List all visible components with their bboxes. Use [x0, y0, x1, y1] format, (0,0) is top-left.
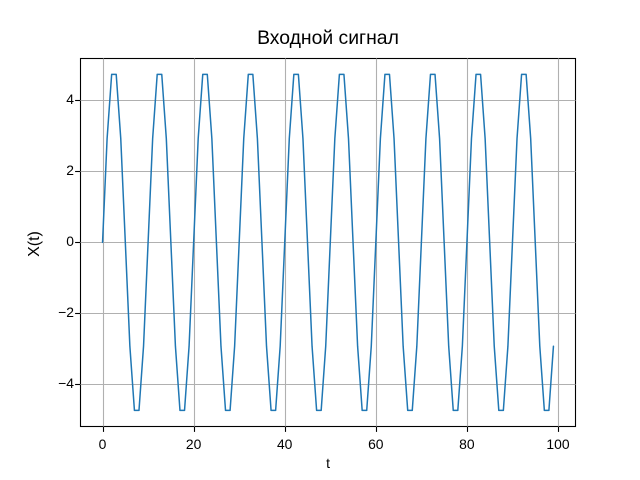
svg-text:Входной сигнал: Входной сигнал [257, 27, 399, 49]
svg-text:t: t [326, 455, 330, 471]
svg-text:0: 0 [66, 233, 74, 249]
svg-text:0: 0 [99, 436, 107, 452]
svg-text:80: 80 [459, 436, 475, 452]
svg-text:−4: −4 [58, 375, 74, 391]
svg-text:−2: −2 [58, 304, 74, 320]
svg-text:X(t): X(t) [26, 231, 43, 257]
svg-text:60: 60 [368, 436, 384, 452]
svg-text:2: 2 [66, 162, 74, 178]
svg-text:4: 4 [66, 91, 74, 107]
svg-text:20: 20 [186, 436, 202, 452]
svg-text:40: 40 [277, 436, 293, 452]
svg-text:100: 100 [546, 436, 569, 452]
